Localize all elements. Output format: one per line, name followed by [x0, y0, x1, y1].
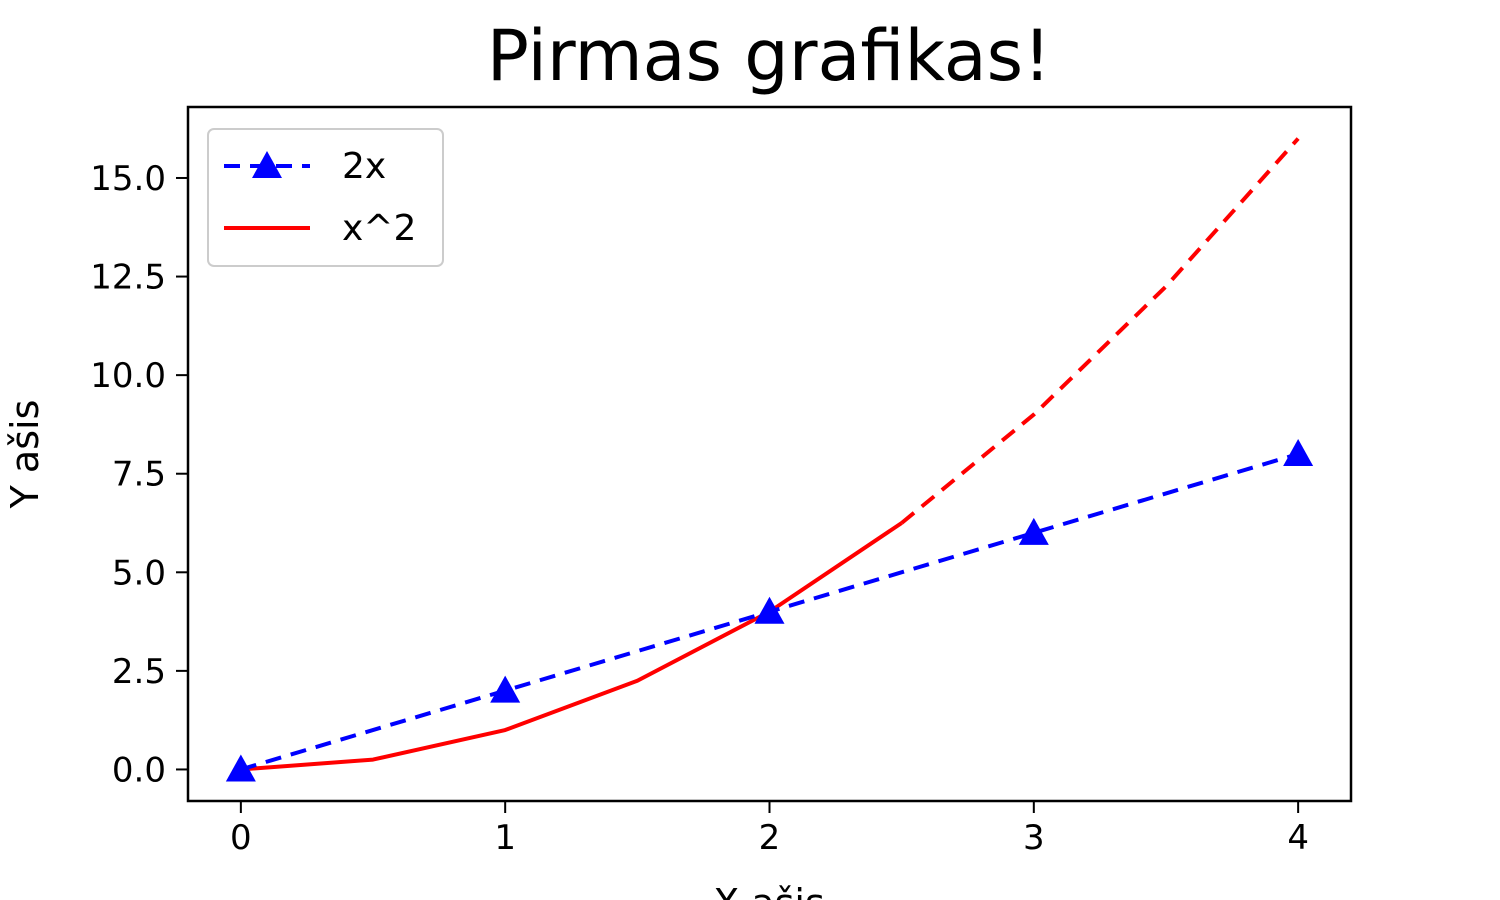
- x-tick-label: 4: [1287, 818, 1309, 858]
- series-line-2: [900, 137, 1300, 525]
- y-tick-label: 7.5: [112, 455, 166, 495]
- x-tick-label: 1: [494, 818, 516, 858]
- x-tick-label: 2: [759, 818, 781, 858]
- legend-label: x^2: [342, 208, 416, 249]
- y-tick-label: 15.0: [90, 159, 166, 199]
- series-point-0: [225, 754, 256, 782]
- series-point-0: [490, 675, 521, 703]
- y-tick-label: 5.0: [112, 553, 166, 593]
- x-axis-label: X ašis: [713, 881, 825, 900]
- y-tick-label: 0.0: [112, 750, 166, 790]
- x-tick-label: 3: [1023, 818, 1045, 858]
- legend-marker: [252, 151, 282, 178]
- y-axis-label: Y ašis: [3, 400, 47, 510]
- y-tick-label: 10.0: [90, 356, 166, 396]
- y-tick-label: 12.5: [90, 258, 166, 298]
- series-line-1: [240, 521, 903, 772]
- series-point-0: [754, 596, 785, 624]
- x-tick-label: 0: [230, 818, 252, 858]
- legend-label: 2x: [342, 146, 386, 187]
- y-tick-label: 2.5: [112, 652, 166, 692]
- series-point-0: [1283, 439, 1314, 466]
- series-point-0: [1018, 517, 1049, 545]
- legend: 2x x^2: [207, 128, 444, 267]
- chart-title: Pirmas grafikas!: [487, 15, 1051, 97]
